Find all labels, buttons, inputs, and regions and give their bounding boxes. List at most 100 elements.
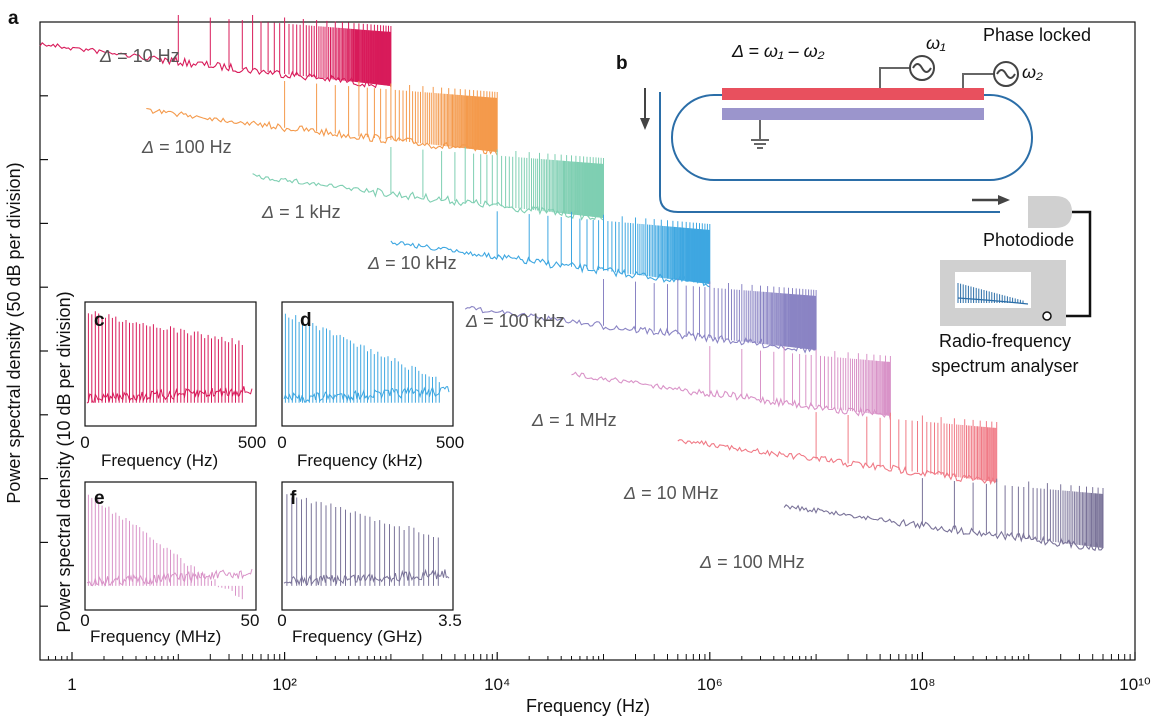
x-tick-label: 10¹⁰ (1119, 675, 1151, 694)
series-3 (252, 147, 604, 221)
series-label-5: Δ = 100 kHz (465, 311, 565, 331)
series-label-value: = 1 MHz (544, 410, 617, 430)
delta-equation: Δ = ω₁ – ω₂ (731, 41, 825, 61)
inset-d-letter: d (300, 310, 312, 331)
series-7 (677, 412, 998, 486)
series-label-value: = 10 Hz (112, 46, 180, 66)
inset-f-letter: f (290, 488, 297, 509)
bus-waveguide (659, 92, 1000, 213)
inset-f-frame (281, 481, 454, 611)
series-baseline (677, 439, 998, 486)
inset-e-frame (84, 481, 257, 611)
inset-d-spectrum (283, 313, 450, 403)
series-5 (464, 279, 817, 354)
x-axis-title: Frequency (Hz) (526, 696, 650, 716)
electrode-top (722, 88, 984, 100)
photodiode-cable (1052, 210, 1092, 318)
series-label-value: = 10 kHz (380, 253, 457, 273)
inset-e-letter: e (94, 488, 105, 509)
series-label-7: Δ = 10 MHz (623, 483, 719, 503)
series-label-2: Δ = 100 Hz (141, 137, 232, 157)
omega1-label: ω₁ (926, 33, 946, 53)
inset-e-x-min: 0 (80, 611, 89, 630)
series-label-delta: Δ (141, 137, 154, 157)
inset-f-spectrum (283, 494, 450, 587)
equation-delta-symbol: Δ (731, 41, 743, 61)
inset-d-x-title: Frequency (kHz) (297, 451, 423, 470)
series-label-8: Δ = 100 MHz (699, 552, 805, 572)
x-tick-label: 1 (67, 675, 76, 694)
analyser-label-line1: Radio-frequency (939, 331, 1071, 351)
inset-f-x-title: Frequency (GHz) (292, 627, 422, 646)
inset-e-x-max: 50 (241, 611, 260, 630)
photodiode-icon (1028, 196, 1072, 228)
series-baseline (146, 107, 498, 156)
analyser-label-line2: spectrum analyser (931, 356, 1078, 376)
panel-a-x-ticks: 1 10² 10⁴ 10⁶ 10⁸ 10¹⁰ (47, 652, 1151, 694)
inset-e-spectrum (86, 494, 253, 600)
inset-e: e 0 50 Frequency (MHz) (80, 481, 260, 646)
panel-a: a 1 10² 10⁴ 10⁶ 10⁸ 10¹⁰ Δ = 10 HzΔ = 100 HzΔ… (4, 8, 1151, 716)
inset-c-letter: c (94, 310, 105, 331)
x-tick-label: 10² (272, 675, 297, 694)
inset-e-x-title: Frequency (MHz) (90, 627, 221, 646)
series-baseline (783, 504, 1104, 552)
ring-resonator (671, 94, 1033, 181)
insets: Power spectral density (10 dB per divisi… (54, 291, 464, 646)
series-label-delta: Δ (623, 483, 636, 503)
analyser-mini-spectrum (957, 283, 1029, 305)
series-label-delta: Δ (99, 46, 112, 66)
series-6 (571, 346, 891, 420)
inset-y-axis-title: Power spectral density (10 dB per divisi… (54, 291, 74, 632)
series-label-value: = 100 kHz (478, 311, 565, 331)
panel-b-schematic: b Δ = ω₁ – ω₂ Phase locked ω₁ ω₂ Phot (616, 25, 1092, 376)
equation-rhs: = ω₁ – ω₂ (743, 41, 824, 61)
x-tick-label: 10⁸ (909, 675, 935, 694)
inset-f: f 0 3.5 Frequency (GHz) (277, 481, 462, 646)
series-label-delta: Δ (367, 253, 380, 273)
electrode-bottom (722, 108, 984, 120)
series-label-delta: Δ (465, 311, 478, 331)
inset-c-x-title: Frequency (Hz) (101, 451, 218, 470)
inset-c-x-max: 500 (238, 433, 266, 452)
series-label-value: = 10 MHz (636, 483, 719, 503)
x-tick-label: 10⁶ (697, 675, 723, 694)
series-1 (39, 15, 392, 89)
series-label-value: = 1 kHz (274, 202, 341, 222)
y-axis-title: Power spectral density (50 dB per divisi… (4, 162, 24, 503)
series-baseline (390, 240, 710, 288)
series-baseline (464, 305, 817, 354)
analyser-input-port (1042, 311, 1052, 321)
phase-locked-label: Phase locked (983, 25, 1091, 45)
series-label-4: Δ = 10 kHz (367, 253, 457, 273)
inset-c-x-min: 0 (80, 433, 89, 452)
inset-f-x-min: 0 (277, 611, 286, 630)
panel-a-series (39, 15, 1104, 552)
series-label-value: = 100 Hz (154, 137, 232, 157)
inset-noise-floor (86, 568, 253, 587)
series-label-6: Δ = 1 MHz (531, 410, 617, 430)
series-label-1: Δ = 10 Hz (99, 46, 180, 66)
series-8 (783, 478, 1104, 552)
analyser-screen (955, 272, 1031, 308)
inset-d: d 0 500 Frequency (kHz) (277, 301, 464, 470)
series-label-value: = 100 MHz (712, 552, 805, 572)
x-tick-label: 10⁴ (484, 675, 510, 694)
series-baseline (571, 371, 891, 420)
source2-wire (962, 73, 994, 88)
series-label-delta: Δ (531, 410, 544, 430)
source1-wire (879, 67, 910, 88)
series-label-delta: Δ (261, 202, 274, 222)
inset-d-x-max: 500 (436, 433, 464, 452)
panel-b-letter: b (616, 53, 628, 74)
photodiode-label: Photodiode (983, 230, 1074, 250)
inset-c: c 0 500 Frequency (Hz) (80, 301, 266, 470)
series-label-delta: Δ (699, 552, 712, 572)
series-label-3: Δ = 1 kHz (261, 202, 341, 222)
series-4 (390, 211, 711, 288)
inset-f-x-max: 3.5 (438, 611, 462, 630)
inset-d-x-min: 0 (277, 433, 286, 452)
inset-c-spectrum (86, 311, 253, 404)
